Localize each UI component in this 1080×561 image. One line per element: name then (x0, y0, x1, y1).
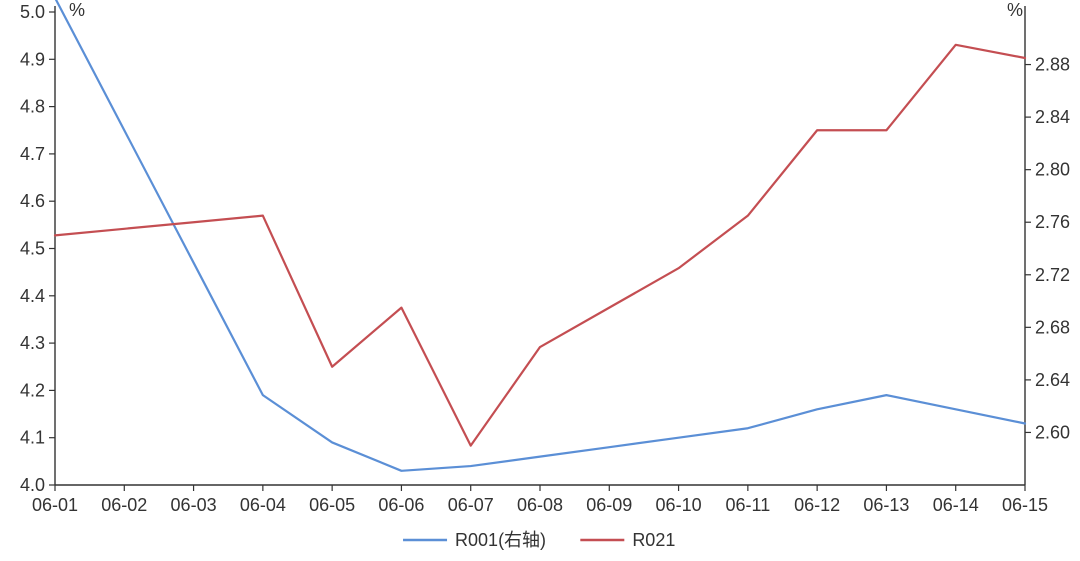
x-tick-label: 06-14 (933, 495, 979, 515)
x-tick-label: 06-05 (309, 495, 355, 515)
y-left-tick-label: 4.4 (20, 286, 45, 306)
y-right-tick-label: 2.72 (1035, 265, 1070, 285)
x-tick-label: 06-10 (656, 495, 702, 515)
y-left-tick-label: 4.9 (20, 49, 45, 69)
y-left-unit-label: % (69, 0, 85, 20)
legend-label-r021: R021 (632, 530, 675, 550)
x-tick-label: 06-02 (101, 495, 147, 515)
x-tick-label: 06-01 (32, 495, 78, 515)
x-tick-label: 06-07 (448, 495, 494, 515)
x-tick-label: 06-13 (863, 495, 909, 515)
y-right-unit-label: % (1007, 0, 1023, 20)
y-right-tick-label: 2.88 (1035, 55, 1070, 75)
y-left-tick-label: 4.5 (20, 239, 45, 259)
y-left-tick-label: 4.7 (20, 144, 45, 164)
series-line-r001 (55, 0, 1025, 471)
y-right-tick-label: 2.68 (1035, 317, 1070, 337)
y-left-tick-label: 4.6 (20, 191, 45, 211)
y-left-tick-label: 4.0 (20, 475, 45, 495)
y-right-tick-label: 2.80 (1035, 160, 1070, 180)
y-left-tick-label: 4.3 (20, 333, 45, 353)
y-right-tick-label: 2.60 (1035, 422, 1070, 442)
x-tick-label: 06-08 (517, 495, 563, 515)
y-left-tick-label: 4.1 (20, 428, 45, 448)
x-tick-label: 06-12 (794, 495, 840, 515)
x-tick-label: 06-04 (240, 495, 286, 515)
x-tick-label: 06-03 (171, 495, 217, 515)
y-left-tick-label: 4.8 (20, 97, 45, 117)
x-tick-label: 06-11 (726, 495, 771, 515)
x-tick-label: 06-15 (1002, 495, 1048, 515)
line-chart: 4.0 4.1 4.2 4.3 4.4 4.5 4.6 4.7 4.8 4.9 5.0% 2.60 2.… (0, 0, 1080, 561)
y-left-tick-label: 4.2 (20, 380, 45, 400)
series-line-r021 (55, 45, 1025, 446)
y-right-tick-label: 2.64 (1035, 370, 1070, 390)
legend-label-r001: R001(右轴) (455, 530, 546, 550)
y-right-tick-label: 2.76 (1035, 212, 1070, 232)
y-right-tick-label: 2.84 (1035, 107, 1070, 127)
x-tick-label: 06-09 (586, 495, 632, 515)
y-left-tick-label: 5.0 (20, 2, 45, 22)
x-tick-label: 06-06 (378, 495, 424, 515)
